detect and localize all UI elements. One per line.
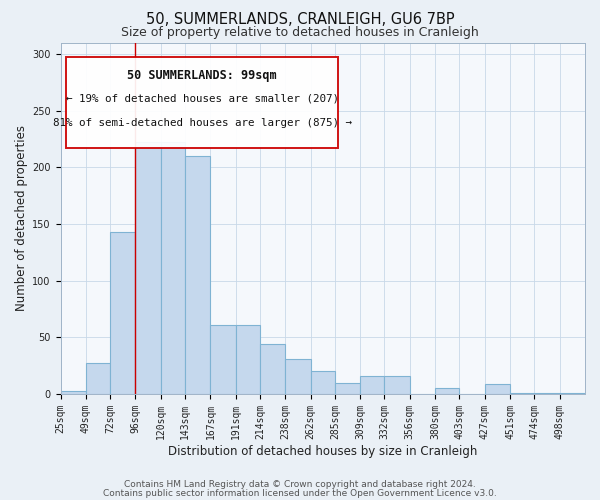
Text: 81% of semi-detached houses are larger (875) →: 81% of semi-detached houses are larger (… (53, 118, 352, 128)
Bar (185, 156, 211, 394)
FancyBboxPatch shape (66, 56, 338, 148)
Bar (110, 232, 136, 394)
Text: 50, SUMMERLANDS, CRANLEIGH, GU6 7BP: 50, SUMMERLANDS, CRANLEIGH, GU6 7BP (146, 12, 454, 28)
Bar (86, 364, 110, 394)
Text: Contains public sector information licensed under the Open Government Licence v3: Contains public sector information licen… (103, 488, 497, 498)
Bar (61, 390, 86, 394)
Text: ← 19% of detached houses are smaller (207): ← 19% of detached houses are smaller (20… (65, 94, 338, 104)
Bar (211, 325, 236, 394)
Y-axis label: Number of detached properties: Number of detached properties (15, 125, 28, 311)
Bar (260, 344, 285, 394)
Text: Size of property relative to detached houses in Cranleigh: Size of property relative to detached ho… (121, 26, 479, 39)
Bar (335, 382, 360, 394)
Text: 50 SUMMERLANDS: 99sqm: 50 SUMMERLANDS: 99sqm (127, 69, 277, 82)
Text: Contains HM Land Registry data © Crown copyright and database right 2024.: Contains HM Land Registry data © Crown c… (124, 480, 476, 489)
Bar (385, 376, 410, 394)
Bar (311, 372, 335, 394)
X-axis label: Distribution of detached houses by size in Cranleigh: Distribution of detached houses by size … (168, 444, 478, 458)
Bar (485, 384, 510, 394)
Bar (136, 142, 161, 394)
Bar (236, 325, 260, 394)
Bar (285, 359, 311, 394)
Bar (161, 142, 185, 394)
Bar (560, 393, 585, 394)
Bar (535, 393, 560, 394)
Bar (435, 388, 460, 394)
Bar (360, 376, 385, 394)
Bar (510, 393, 535, 394)
